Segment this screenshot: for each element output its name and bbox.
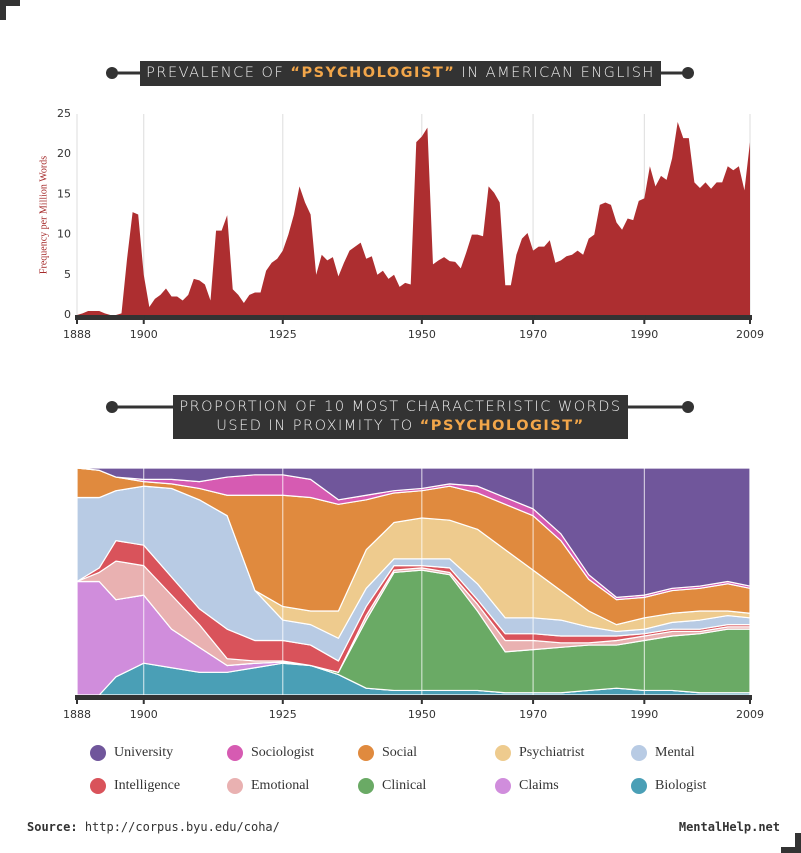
legend-item: Emotional: [227, 778, 309, 794]
title: PROPORTION OF 10 MOST CHARACTERISTIC WOR…: [0, 395, 801, 439]
x-tick-label: 1970: [519, 708, 547, 721]
x-tick-label: 1950: [408, 708, 436, 721]
legend-item: Intelligence: [90, 778, 180, 794]
x-tick-label: 1990: [630, 328, 658, 341]
legend-swatch: [227, 745, 243, 761]
legend-item: Sociologist: [227, 745, 314, 761]
legend-item: Mental: [631, 745, 695, 761]
legend-swatch: [90, 778, 106, 794]
y-tick-label: 15: [57, 187, 71, 200]
legend-item: Social: [358, 745, 417, 761]
y-tick-label: 10: [57, 228, 71, 241]
banner-dot: [682, 67, 694, 79]
x-tick-label: 1925: [269, 708, 297, 721]
title-part: PREVALENCE OF: [146, 65, 285, 81]
y-tick-label: 0: [64, 308, 71, 321]
source-label: Source:: [27, 820, 78, 834]
legend-swatch: [631, 745, 647, 761]
legend-item: Biologist: [631, 778, 706, 794]
x-tick-label: 1900: [130, 328, 158, 341]
source: Source: http://corpus.byu.edu/coha/: [27, 820, 280, 834]
title-box: PROPORTION OF 10 MOST CHARACTERISTIC WOR…: [173, 395, 628, 439]
x-tick-label: 1970: [519, 328, 547, 341]
x-tick-label: 1950: [408, 328, 436, 341]
x-tick-label: 1925: [269, 328, 297, 341]
area: [77, 122, 750, 315]
x-tick-label: 1888: [63, 708, 91, 721]
y-tick-label: 5: [64, 268, 71, 281]
legend-item: Claims: [495, 778, 559, 794]
title-highlight: “PSYCHOLOGIST”: [290, 65, 456, 81]
legend-label: University: [114, 745, 174, 760]
title-part: USED IN PROXIMITY TO: [216, 418, 414, 434]
title: PREVALENCE OF “PSYCHOLOGIST” IN AMERICAN…: [0, 61, 801, 86]
corner-mark: [781, 833, 801, 853]
legend-label: Social: [382, 745, 417, 760]
x-tick-label: 1888: [63, 328, 91, 341]
legend-item: Psychiatrist: [495, 745, 584, 761]
legend-label: Intelligence: [114, 778, 181, 793]
title-part: IN AMERICAN ENGLISH: [461, 65, 655, 81]
legend-label: Biologist: [655, 778, 707, 793]
legend-swatch: [358, 745, 374, 761]
legend-label: Sociologist: [251, 745, 315, 760]
legend-label: Clinical: [382, 778, 427, 793]
x-tick-label: 2009: [736, 708, 764, 721]
y-tick-label: 20: [57, 147, 71, 160]
legend-swatch: [90, 745, 106, 761]
legend-swatch: [495, 778, 511, 794]
legend-label: Claims: [519, 778, 559, 793]
y-tick-label: 25: [57, 107, 71, 120]
banner-dot: [106, 401, 118, 413]
x-tick-label: 1900: [130, 708, 158, 721]
brand: MentalHelp.net: [678, 820, 780, 834]
legend-swatch: [227, 778, 243, 794]
legend-item: University: [90, 745, 173, 761]
legend-label: Psychiatrist: [519, 745, 585, 760]
legend-swatch: [495, 745, 511, 761]
title-part: PROPORTION OF 10 MOST CHARACTERISTIC WOR…: [179, 399, 622, 415]
corner-mark: [0, 0, 20, 20]
x-tick-label: 1990: [630, 708, 658, 721]
y-axis-label: Frequency per Million Words: [38, 156, 49, 274]
x-tick-label: 2009: [736, 328, 764, 341]
legend-item: Clinical: [358, 778, 426, 794]
banner-dot: [682, 401, 694, 413]
x-axis: [75, 315, 752, 320]
legend-swatch: [631, 778, 647, 794]
source-url: http://corpus.byu.edu/coha/: [84, 820, 280, 834]
banner-dot: [106, 67, 118, 79]
legend-label: Mental: [655, 745, 695, 760]
x-axis: [75, 695, 752, 700]
legend-label: Emotional: [251, 778, 310, 793]
title-box: PREVALENCE OF “PSYCHOLOGIST” IN AMERICAN…: [140, 61, 661, 86]
title-highlight: “PSYCHOLOGIST”: [419, 418, 585, 434]
legend-swatch: [358, 778, 374, 794]
